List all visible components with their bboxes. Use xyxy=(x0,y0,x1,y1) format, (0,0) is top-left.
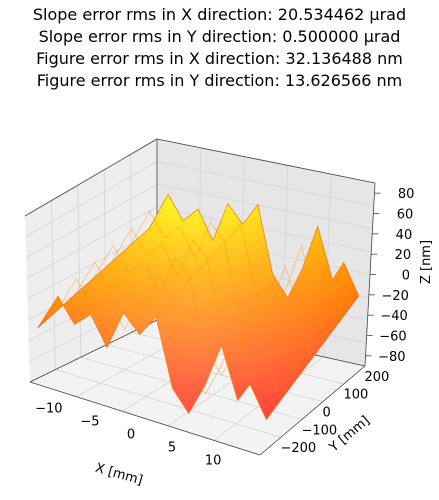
surface-ridge-line xyxy=(37,295,267,420)
x-axis-label: X [mm] xyxy=(94,461,145,489)
x-tick-label: −10 xyxy=(35,401,62,416)
z-tick-label: 60 xyxy=(397,208,414,223)
surface xyxy=(37,193,360,421)
surface-shading xyxy=(37,194,359,420)
x-tick-label: 5 xyxy=(168,441,176,456)
z-axis-label: Z [nm] xyxy=(419,240,434,284)
x-tick-label: 0 xyxy=(127,428,135,443)
title-line-slope-y: Slope error rms in Y direction: 0.500000… xyxy=(38,27,401,46)
z-tick-label: 80 xyxy=(398,187,415,202)
z-tick-label: −40 xyxy=(380,309,407,324)
surface-ridge-line xyxy=(93,244,313,358)
surface-ridge-line xyxy=(55,278,283,400)
z-tick-label: −80 xyxy=(378,350,405,365)
y-tick-label: 0 xyxy=(323,406,331,421)
z-tick-label: 0 xyxy=(402,269,410,284)
z-tick-label: 40 xyxy=(396,228,413,243)
y-tick-label: 200 xyxy=(365,370,390,385)
y-axis-ticks: −200 −100 0 100 200 xyxy=(281,370,390,456)
y-tick-label: −200 xyxy=(281,441,317,456)
title-line-figure-x: Figure error rms in X direction: 32.1364… xyxy=(36,49,403,68)
surface-ridge-line xyxy=(130,210,344,318)
z-tick-label: 20 xyxy=(395,248,412,263)
y-tick-label: −100 xyxy=(302,423,338,438)
x-tick-label: −5 xyxy=(80,414,99,429)
x-tick-label: 10 xyxy=(205,454,222,469)
surface-ridge-line xyxy=(74,261,298,379)
surface-ridge-line xyxy=(149,193,360,299)
left-pane xyxy=(25,139,157,382)
z-tick-label: −60 xyxy=(379,330,406,345)
title-line-figure-y: Figure error rms in Y direction: 13.6265… xyxy=(36,71,403,90)
chart-title: Slope error rms in X direction: 20.53446… xyxy=(0,4,439,92)
z-axis-ticks: −80 −60 −40 −20 0 20 40 60 80 xyxy=(365,187,415,365)
surface-ridge-line xyxy=(111,227,329,338)
title-line-slope-x: Slope error rms in X direction: 20.53446… xyxy=(32,5,407,24)
x-axis-ticks: −10 −5 0 5 10 xyxy=(35,401,221,468)
z-tick-label: −20 xyxy=(381,289,408,304)
y-tick-label: 100 xyxy=(344,388,369,403)
